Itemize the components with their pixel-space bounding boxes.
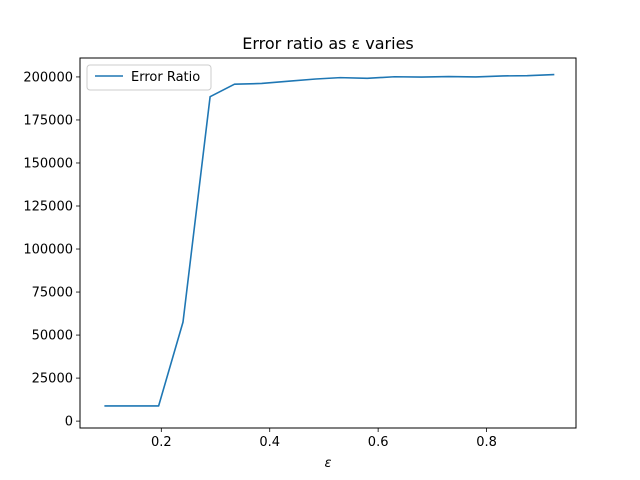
legend-label: Error Ratio <box>131 70 200 85</box>
x-tick-label: 0.8 <box>476 435 497 450</box>
chart-title: Error ratio as ε varies <box>242 34 414 53</box>
x-tick-label: 0.2 <box>151 435 172 450</box>
series-layer <box>104 73 555 407</box>
y-tick-label: 25000 <box>32 372 73 387</box>
series-line-error-ratio <box>104 73 555 407</box>
legend: Error Ratio <box>86 64 212 91</box>
y-tick-label: 100000 <box>23 243 73 258</box>
y-tick-label: 175000 <box>23 113 73 128</box>
y-tick-label: 50000 <box>32 329 73 344</box>
x-axis-label: ε <box>324 456 331 471</box>
legend-frame <box>86 64 212 91</box>
x-tick-label: 0.4 <box>259 435 280 450</box>
plot-area <box>79 57 577 429</box>
y-tick-label: 75000 <box>32 286 73 301</box>
y-tick-label: 125000 <box>23 200 73 215</box>
y-tick-label: 0 <box>65 415 73 430</box>
y-axis: 0 25000 50000 75000 100000 125000 150000 175000… <box>23 70 80 430</box>
x-tick-label: 0.6 <box>368 435 389 450</box>
y-tick-label: 150000 <box>23 156 73 171</box>
plot-frame <box>79 57 577 429</box>
x-axis: 0.2 0.4 0.6 0.8 <box>151 428 497 450</box>
y-tick-label: 200000 <box>23 70 73 85</box>
